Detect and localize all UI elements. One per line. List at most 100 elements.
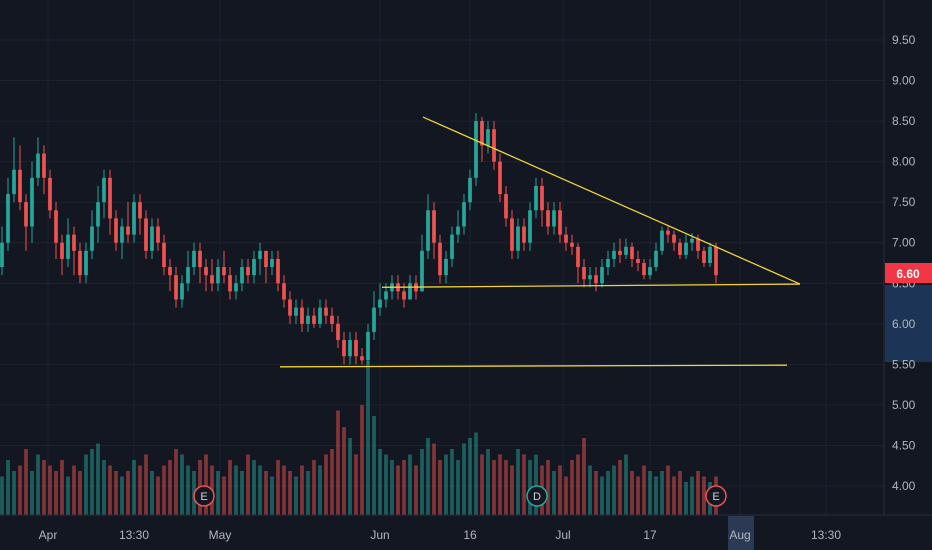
time-tick-label: 16 — [463, 528, 477, 542]
candle-body — [306, 315, 310, 324]
volume-bar — [516, 449, 520, 515]
volume-bar — [102, 460, 106, 515]
volume-bar — [180, 454, 184, 515]
time-axis[interactable]: Apr 13:30 May Jun 16 Jul 17 Aug 13:30 — [39, 528, 842, 542]
time-tick-label: Aug — [729, 528, 750, 542]
candle-body — [288, 299, 292, 316]
price-tick-label: 6.00 — [892, 317, 916, 331]
volume-bar — [534, 454, 538, 515]
volume-bar — [36, 454, 40, 515]
volume-bar — [348, 438, 352, 515]
volume-bar — [30, 471, 34, 515]
candle-body — [12, 169, 16, 195]
candle-body — [438, 242, 442, 276]
volume-bar — [216, 471, 220, 515]
volume-bar — [498, 454, 502, 515]
volume-bar — [6, 460, 10, 515]
volume-bar — [588, 465, 592, 515]
descending-trendline[interactable] — [422, 116, 801, 285]
volume-bar — [606, 471, 610, 515]
volume-bar — [408, 454, 412, 515]
grid-lines — [0, 0, 884, 515]
volume-bar — [156, 476, 160, 515]
time-tick-label: 13:30 — [811, 528, 841, 542]
support-trendline-upper[interactable] — [381, 283, 801, 288]
candle-body — [384, 291, 388, 300]
candle-body — [492, 129, 496, 162]
volume-bar — [270, 476, 274, 515]
price-tick-label: 7.50 — [892, 195, 916, 209]
volume-bar — [510, 465, 514, 515]
candle-body — [24, 202, 28, 227]
volume-bar — [330, 449, 334, 515]
candle-body — [42, 153, 46, 178]
time-tick-label: Apr — [39, 528, 58, 542]
candle-body — [450, 234, 454, 259]
candle-body — [618, 250, 622, 255]
volume-bar — [630, 471, 634, 515]
candle-body — [426, 210, 430, 251]
volume-bar — [144, 454, 148, 515]
volume-bar — [222, 476, 226, 515]
candle-body — [420, 250, 424, 292]
candle-body — [576, 246, 580, 268]
candle-body — [486, 129, 490, 146]
candle-body — [240, 267, 244, 284]
candle-body — [48, 177, 52, 211]
volume-bar — [342, 427, 346, 515]
candle-body — [294, 307, 298, 316]
volume-bar — [78, 471, 82, 515]
volume-bar — [246, 454, 250, 515]
volume-bar — [618, 460, 622, 515]
candle-body — [18, 169, 22, 203]
candle-body — [270, 258, 274, 268]
volume-bar — [552, 471, 556, 515]
event-marker-2[interactable]: D — [526, 485, 548, 507]
time-tick-label: Jul — [555, 528, 570, 542]
candle-body — [312, 315, 316, 324]
candlestick-series[interactable] — [0, 112, 718, 365]
volume-bar — [288, 471, 292, 515]
volume-bar — [600, 476, 604, 515]
candle-body — [54, 210, 58, 243]
volume-bar — [696, 471, 700, 515]
volume-bars — [0, 361, 718, 515]
volume-bar — [306, 471, 310, 515]
candle-body — [132, 202, 136, 235]
volume-bar — [456, 460, 460, 515]
candle-body — [300, 307, 304, 324]
candle-body — [318, 307, 322, 324]
volume-bar — [12, 471, 16, 515]
volume-bar — [174, 449, 178, 515]
candle-body — [696, 238, 700, 251]
volume-bar — [648, 471, 652, 515]
candle-body — [552, 210, 556, 227]
price-axis[interactable]: 4.004.505.005.506.006.507.007.508.008.50… — [892, 33, 916, 493]
candle-body — [174, 275, 178, 300]
event-marker-label: E — [712, 491, 719, 503]
event-marker-3[interactable]: E — [705, 485, 727, 507]
volume-bar — [636, 476, 640, 515]
candle-body — [30, 177, 34, 227]
candle-body — [108, 177, 112, 219]
volume-bar — [126, 471, 130, 515]
volume-bar — [492, 460, 496, 515]
volume-bar — [702, 476, 706, 515]
trendline-drawings[interactable] — [279, 116, 801, 368]
volume-bar — [138, 465, 142, 515]
candle-body — [546, 210, 550, 227]
candle-body — [168, 267, 172, 276]
support-trendline-lower[interactable] — [279, 364, 788, 368]
candle-body — [348, 340, 352, 357]
event-marker-1[interactable]: E — [193, 485, 215, 507]
volume-bar — [66, 476, 70, 515]
candle-body — [6, 194, 10, 243]
candle-body — [156, 226, 160, 243]
price-tick-label: 8.50 — [892, 114, 916, 128]
volume-bar — [678, 471, 682, 515]
volume-bar — [54, 471, 58, 515]
candle-body — [282, 283, 286, 300]
time-tick-label: 17 — [643, 528, 657, 542]
volume-bar — [162, 465, 166, 515]
